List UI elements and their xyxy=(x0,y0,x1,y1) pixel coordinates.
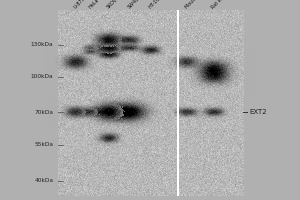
Text: Mouse liver: Mouse liver xyxy=(184,0,207,10)
Text: 100kDa: 100kDa xyxy=(31,74,53,79)
Text: 130kDa: 130kDa xyxy=(31,43,53,47)
Text: U-87MG: U-87MG xyxy=(73,0,90,10)
Text: 55kDa: 55kDa xyxy=(34,142,53,148)
Text: Rat kidney: Rat kidney xyxy=(211,0,233,10)
Text: HeLa: HeLa xyxy=(88,0,100,10)
Text: EXT2: EXT2 xyxy=(249,109,267,115)
Text: 70kDa: 70kDa xyxy=(34,110,53,114)
Text: SW480: SW480 xyxy=(127,0,143,10)
Text: SKOV3: SKOV3 xyxy=(106,0,121,10)
Text: HT-1080: HT-1080 xyxy=(148,0,166,10)
Text: 40kDa: 40kDa xyxy=(34,178,53,184)
